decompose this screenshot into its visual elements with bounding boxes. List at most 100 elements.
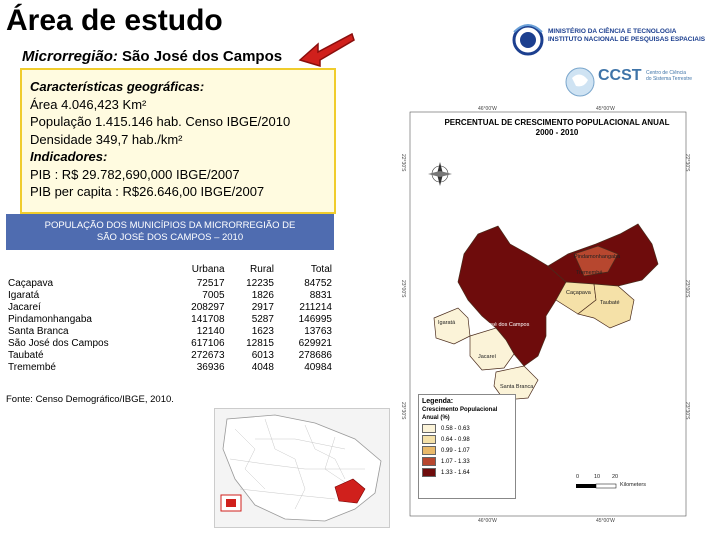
legend-swatch bbox=[422, 457, 436, 466]
label-pindamonhangaba: Pindamonhangaba bbox=[574, 254, 621, 260]
subtitle-label: Microrregião: bbox=[22, 48, 118, 65]
cell: 141708 bbox=[191, 314, 225, 325]
cell: 5287 bbox=[251, 314, 274, 325]
column-header: Rural bbox=[250, 264, 274, 275]
indicator-pib: PIB : R$ 29.782,690,000 IBGE/2007 bbox=[30, 166, 240, 182]
ccst-text: Centro de Ciência do Sistema Terrestre bbox=[646, 70, 692, 82]
label-jacarei: Jacareí bbox=[478, 354, 497, 360]
label-sao-jose: São José dos Campos bbox=[474, 322, 530, 328]
table-row: Taubaté 272673 6013 278686 bbox=[6, 350, 334, 362]
cell: 6013 bbox=[251, 350, 274, 361]
coord-label: 45°00'W bbox=[596, 106, 615, 112]
legend-title: Legenda: bbox=[422, 398, 454, 405]
cell: 272673 bbox=[191, 350, 225, 361]
map-legend: Legenda: Crescimento Populacional Anual … bbox=[418, 394, 516, 499]
cell: Taubaté bbox=[8, 350, 44, 361]
ccst-line1: Centro de Ciência bbox=[646, 70, 687, 76]
page-title: Área de estudo bbox=[6, 4, 223, 37]
table-row: Santa Branca 12140 1623 13763 bbox=[6, 326, 334, 338]
cell: 8831 bbox=[309, 290, 332, 301]
region-taubate bbox=[577, 283, 635, 329]
cell: Caçapava bbox=[8, 278, 54, 289]
cell: Pindamonhangaba bbox=[8, 314, 92, 325]
legend-label: 1.07 - 1.33 bbox=[441, 458, 470, 465]
legend-subtitle-line1: Crescimento Populacional bbox=[422, 407, 498, 413]
legend-label: 1.33 - 1.64 bbox=[441, 469, 470, 476]
subtitle-value: São José dos Campos bbox=[122, 48, 283, 65]
legend-item: 0.58 - 0.63 bbox=[422, 424, 512, 433]
cell: 12815 bbox=[246, 338, 274, 349]
cell: Igaratá bbox=[8, 290, 40, 301]
legend-swatch bbox=[422, 446, 436, 455]
map-drawing bbox=[409, 111, 687, 517]
cell: 1826 bbox=[251, 290, 274, 301]
cell: 629921 bbox=[298, 338, 332, 349]
scale-zero: 0 bbox=[576, 474, 580, 480]
scale-ten: 10 bbox=[594, 474, 601, 480]
map-title-line1: PERCENTUAL DE CRESCIMENTO POPULACIONAL A… bbox=[444, 118, 670, 127]
table-row: Jacareí 208297 2917 211214 bbox=[6, 302, 334, 314]
legend-swatch bbox=[422, 468, 436, 477]
scale-twenty: 20 bbox=[612, 474, 619, 480]
column-header bbox=[6, 264, 168, 276]
cell: 1623 bbox=[251, 326, 274, 337]
ccst-line2: do Sistema Terrestre bbox=[646, 76, 693, 82]
cell: São José dos Campos bbox=[8, 338, 109, 349]
inpe-logo-icon bbox=[512, 24, 544, 56]
legend-item: 0.99 - 1.07 bbox=[422, 446, 512, 455]
label-igarata: Igaratá bbox=[438, 320, 456, 326]
indicators-heading: Indicadores: bbox=[30, 149, 108, 164]
cell: 84752 bbox=[304, 278, 332, 289]
population-table-section: POPULAÇÃO DOS MUNICÍPIOS DA MICRORREGIÃO… bbox=[6, 214, 334, 374]
coord-label: 23°30'S bbox=[684, 402, 690, 420]
column-header: Total bbox=[310, 264, 332, 275]
cell: Santa Branca bbox=[8, 326, 69, 337]
label-cacapava: Caçapava bbox=[566, 290, 591, 296]
label-taubate: Taubaté bbox=[600, 300, 620, 306]
legend-item: 1.07 - 1.33 bbox=[422, 457, 512, 466]
legend-subtitle-line2: Anual (%) bbox=[422, 415, 450, 421]
coord-label: 22°30'S bbox=[400, 154, 406, 172]
region-tremembe bbox=[573, 245, 619, 277]
map-title: PERCENTUAL DE CRESCIMENTO POPULACIONAL A… bbox=[398, 118, 716, 138]
population-table-title: POPULAÇÃO DOS MUNICÍPIOS DA MICRORREGIÃO… bbox=[6, 214, 334, 250]
label-tremembe: Tremembé bbox=[576, 270, 603, 276]
cell: 146995 bbox=[298, 314, 332, 325]
cell: Jacareí bbox=[8, 302, 41, 313]
geo-population: População 1.415.146 hab. Censo IBGE/2010 bbox=[30, 114, 291, 129]
inpe-text: MINISTÉRIO DA CIÊNCIA E TECNOLOGIA INSTI… bbox=[548, 28, 705, 44]
page-subtitle: Microrregião: São José dos Campos bbox=[22, 48, 282, 65]
coord-label: 46°00'W bbox=[478, 518, 497, 524]
table-row: Caçapava 72517 12235 84752 bbox=[6, 278, 334, 290]
table-row: Igaratá 7005 1826 8831 bbox=[6, 290, 334, 302]
geo-area: Área 4.046,423 Km² bbox=[30, 96, 147, 112]
indicator-pib-per-capita: PIB per capita : R$26.646,00 IBGE/2007 bbox=[30, 184, 265, 199]
inpe-line1: MINISTÉRIO DA CIÊNCIA E TECNOLOGIA bbox=[548, 28, 677, 35]
cell: 40984 bbox=[304, 362, 332, 373]
growth-map: PERCENTUAL DE CRESCIMENTO POPULACIONAL A… bbox=[398, 104, 716, 528]
coord-label: 23°30'S bbox=[400, 402, 406, 420]
cell: 7005 bbox=[202, 290, 225, 301]
sao-paulo-state-map bbox=[214, 408, 390, 528]
table-row: Tremembé 36936 4048 40984 bbox=[6, 362, 334, 374]
population-table: Urbana Rural Total Caçapava 72517 12235 847… bbox=[6, 264, 334, 374]
legend-item: 0.64 - 0.98 bbox=[422, 435, 512, 444]
table-row: São José dos Campos 617106 12815 629921 bbox=[6, 338, 334, 350]
map-title-line2: 2000 - 2010 bbox=[535, 128, 579, 137]
table-row: Pindamonhangaba 141708 5287 146995 bbox=[6, 314, 334, 326]
state-map-icon bbox=[220, 414, 382, 522]
coord-label: 46°00'W bbox=[478, 106, 497, 112]
legend-item: 1.33 - 1.64 bbox=[422, 468, 512, 477]
legend-swatch bbox=[422, 435, 436, 444]
scale-unit: Kilometers bbox=[620, 482, 646, 488]
cell: 4048 bbox=[251, 362, 274, 373]
table-title-line1: POPULAÇÃO DOS MUNICÍPIOS DA MICRORREGIÃO… bbox=[44, 220, 296, 231]
ccst-logo-icon: CCST bbox=[565, 67, 642, 97]
cell: 278686 bbox=[298, 350, 332, 361]
cell: 12235 bbox=[246, 278, 274, 289]
legend-swatch bbox=[422, 424, 436, 433]
coord-label: 45°00'W bbox=[596, 518, 615, 524]
column-header: Urbana bbox=[191, 264, 225, 275]
label-santa-branca: Santa Branca bbox=[500, 384, 534, 390]
cell: 211214 bbox=[299, 302, 332, 313]
